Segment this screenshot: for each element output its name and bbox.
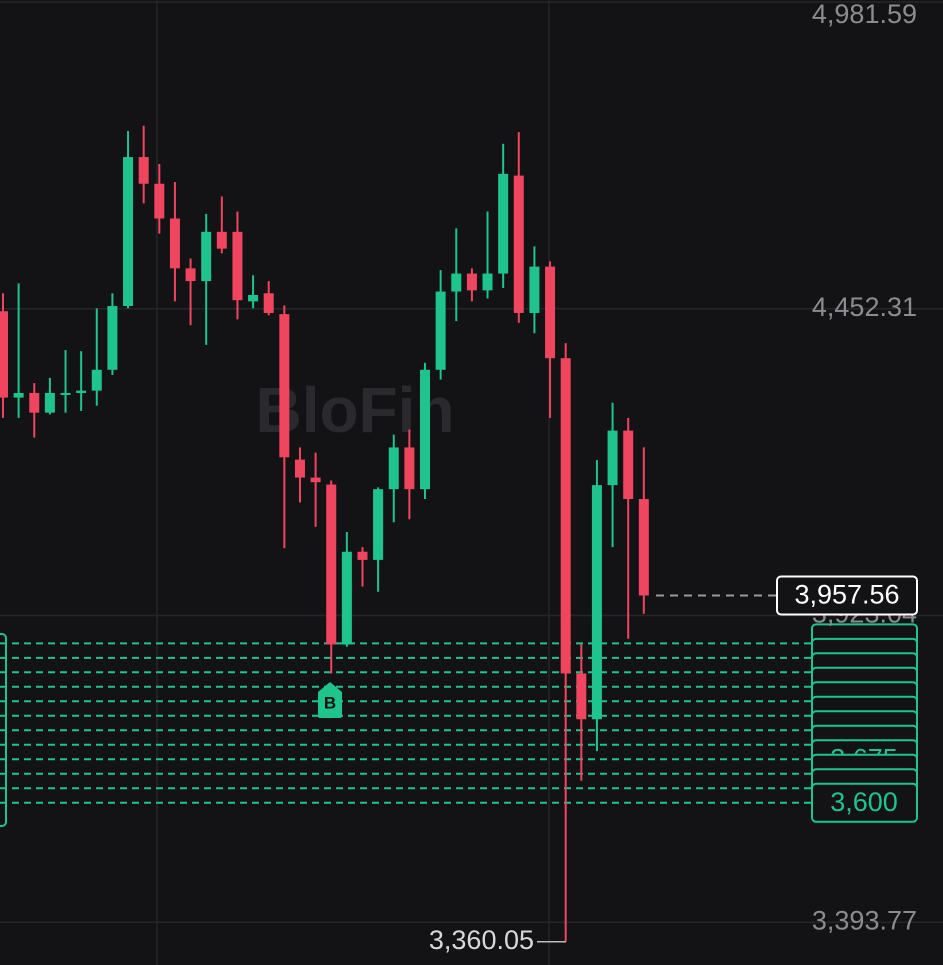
order-box-edge	[0, 633, 7, 827]
candle-body	[420, 369, 431, 490]
candle-body	[138, 157, 149, 184]
candle-body	[91, 369, 102, 391]
candle-body	[201, 231, 212, 282]
candle-body	[482, 273, 493, 291]
price-label: 3,957.56	[794, 580, 899, 610]
candle-body	[263, 293, 274, 313]
y-tick-label: 4,452.31	[812, 292, 917, 322]
candle-body	[591, 485, 602, 720]
candle-body	[294, 459, 305, 478]
buy-marker-label: B	[324, 693, 336, 712]
candle-body	[388, 447, 399, 490]
candle-body	[107, 306, 118, 370]
candle-body	[638, 499, 649, 596]
candle-body	[169, 218, 180, 269]
candle-body	[623, 430, 634, 500]
price-box	[776, 575, 918, 616]
candle-body	[216, 231, 227, 249]
candle-body	[185, 268, 196, 282]
candle-body	[60, 392, 71, 395]
y-tick-label: 4,981.59	[812, 0, 917, 29]
candle-body	[404, 447, 415, 490]
candle-body	[326, 484, 337, 645]
candle-body	[44, 392, 55, 413]
candle-body	[560, 358, 571, 674]
buy-marker-badge	[318, 682, 342, 718]
candle-body	[607, 430, 618, 486]
candle-body	[0, 311, 8, 398]
candle-body	[232, 231, 243, 301]
buy-marker: B	[318, 682, 342, 718]
y-tick-label: 3,393.77	[812, 905, 917, 935]
candle-body	[29, 392, 40, 413]
candle-body	[13, 392, 24, 398]
candle-body	[123, 157, 134, 307]
candle-body	[310, 477, 321, 483]
low-marker-label: 3,360.05	[429, 925, 534, 955]
candle-body	[498, 173, 509, 274]
candle-body	[154, 183, 165, 219]
candle-body	[529, 266, 540, 313]
candle-body	[76, 390, 87, 393]
order-box	[811, 782, 918, 823]
candle-body	[248, 295, 259, 302]
candle-body	[466, 273, 477, 291]
candle-body	[451, 273, 462, 292]
candle-body	[435, 291, 446, 370]
order-label: 3,600	[830, 787, 898, 817]
candle-body	[357, 551, 368, 560]
candle-body	[513, 175, 524, 313]
candle-body	[373, 489, 384, 560]
candle-body	[341, 551, 352, 645]
candle-body	[545, 266, 556, 359]
candle-body	[279, 314, 290, 458]
candle-body	[576, 673, 587, 720]
